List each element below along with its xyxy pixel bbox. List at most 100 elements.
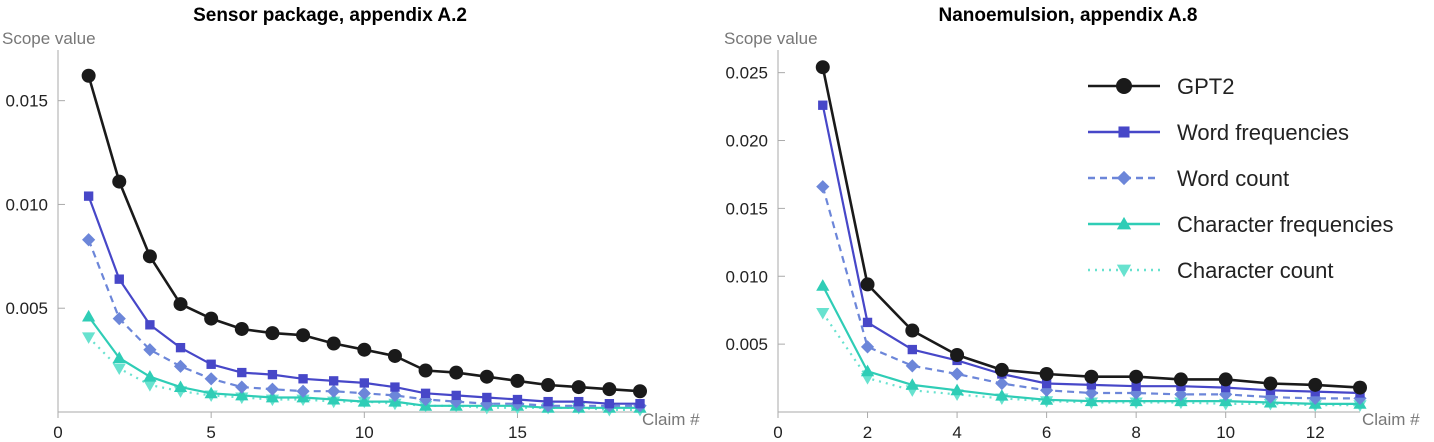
data-point	[1084, 369, 1099, 384]
data-point	[143, 380, 157, 392]
data-point	[479, 369, 494, 384]
data-point	[995, 389, 1009, 401]
data-point	[81, 68, 96, 83]
data-point	[112, 311, 126, 326]
data-point	[204, 386, 218, 399]
data-point	[359, 378, 369, 388]
data-point	[1353, 391, 1367, 406]
data-point	[816, 180, 830, 194]
x-tick-label: 0	[53, 423, 62, 442]
data-point	[112, 351, 126, 363]
data-point	[449, 395, 463, 409]
data-point	[143, 370, 157, 382]
data-point	[357, 342, 372, 357]
data-point	[815, 60, 830, 75]
x-tick-label: 2	[863, 423, 872, 442]
legend-item: Word frequencies	[1088, 120, 1349, 145]
legend-marker	[1116, 78, 1132, 94]
legend-label: Character count	[1177, 258, 1334, 283]
data-point	[265, 326, 280, 341]
data-point	[1041, 378, 1052, 389]
data-point	[145, 320, 155, 330]
series-word-frequencies	[818, 100, 1365, 398]
legend-marker	[1118, 126, 1130, 138]
data-point	[1084, 386, 1098, 400]
y-tick-label: 0.015	[725, 199, 768, 218]
data-point	[1040, 393, 1054, 405]
series-gpt2	[815, 60, 1367, 395]
x-tick-label: 10	[1216, 423, 1235, 442]
legend: GPT2 Word frequencies Word count Character …	[1088, 74, 1393, 283]
data-point	[418, 363, 433, 378]
data-point	[267, 369, 278, 380]
data-point	[994, 362, 1009, 377]
data-point	[950, 367, 964, 381]
data-point	[907, 344, 917, 355]
data-point	[1173, 372, 1188, 387]
data-point	[357, 386, 371, 400]
data-point	[604, 399, 615, 409]
x-tick-label: 15	[508, 423, 527, 442]
legend-marker	[1116, 216, 1132, 230]
data-point	[950, 347, 965, 362]
legend-label: Word frequencies	[1177, 120, 1349, 145]
data-point	[1039, 366, 1054, 381]
legend-label: GPT2	[1177, 74, 1234, 99]
chart-title: Nanoemulsion, appendix A.8	[938, 5, 1197, 26]
data-point	[574, 396, 584, 407]
data-point	[296, 328, 311, 343]
data-point	[905, 378, 919, 390]
data-point	[357, 395, 371, 407]
data-point	[82, 332, 96, 344]
data-point	[387, 348, 402, 363]
data-point	[1129, 394, 1143, 407]
series-word-frequencies	[83, 191, 645, 409]
data-point	[905, 323, 920, 338]
data-point	[543, 396, 553, 407]
data-point	[905, 359, 919, 373]
y-tick-label: 0.005	[5, 299, 48, 318]
data-point	[296, 384, 310, 398]
data-point	[602, 382, 617, 397]
chart-title: Sensor package, appendix A.2	[193, 5, 467, 26]
x-tick-label: 0	[773, 423, 782, 442]
x-tick-label: 12	[1306, 423, 1325, 442]
data-point	[390, 382, 400, 392]
data-point	[1308, 377, 1323, 392]
data-point	[265, 382, 280, 396]
data-point	[512, 394, 523, 405]
data-point	[1263, 376, 1278, 391]
y-tick-label: 0.020	[725, 132, 768, 151]
data-point	[237, 367, 247, 378]
x-tick-label: 10	[355, 423, 374, 442]
data-point	[633, 384, 647, 399]
y-axis-label: Scope value	[724, 29, 818, 48]
x-axis-label: Claim #	[1362, 410, 1420, 429]
data-point	[818, 100, 828, 110]
legend-marker	[1116, 264, 1132, 278]
data-point	[175, 342, 186, 353]
legend-label: Character frequencies	[1177, 212, 1393, 237]
data-point	[862, 317, 873, 328]
data-point	[420, 388, 431, 398]
series-line	[87, 195, 640, 405]
data-point	[329, 376, 339, 386]
data-point	[83, 191, 94, 201]
data-point	[235, 388, 249, 401]
data-point	[206, 359, 216, 369]
data-point	[143, 343, 157, 357]
x-tick-label: 6	[1042, 423, 1051, 442]
data-point	[995, 376, 1009, 391]
y-tick-label: 0.015	[5, 92, 48, 111]
data-point	[510, 373, 525, 388]
x-tick-label: 8	[1131, 423, 1140, 442]
data-point	[298, 374, 308, 384]
data-point	[1174, 387, 1188, 401]
data-point	[816, 307, 830, 320]
data-point	[950, 383, 964, 396]
data-point	[482, 392, 492, 403]
data-point	[235, 380, 249, 394]
data-point	[114, 274, 124, 284]
data-point	[234, 321, 249, 336]
